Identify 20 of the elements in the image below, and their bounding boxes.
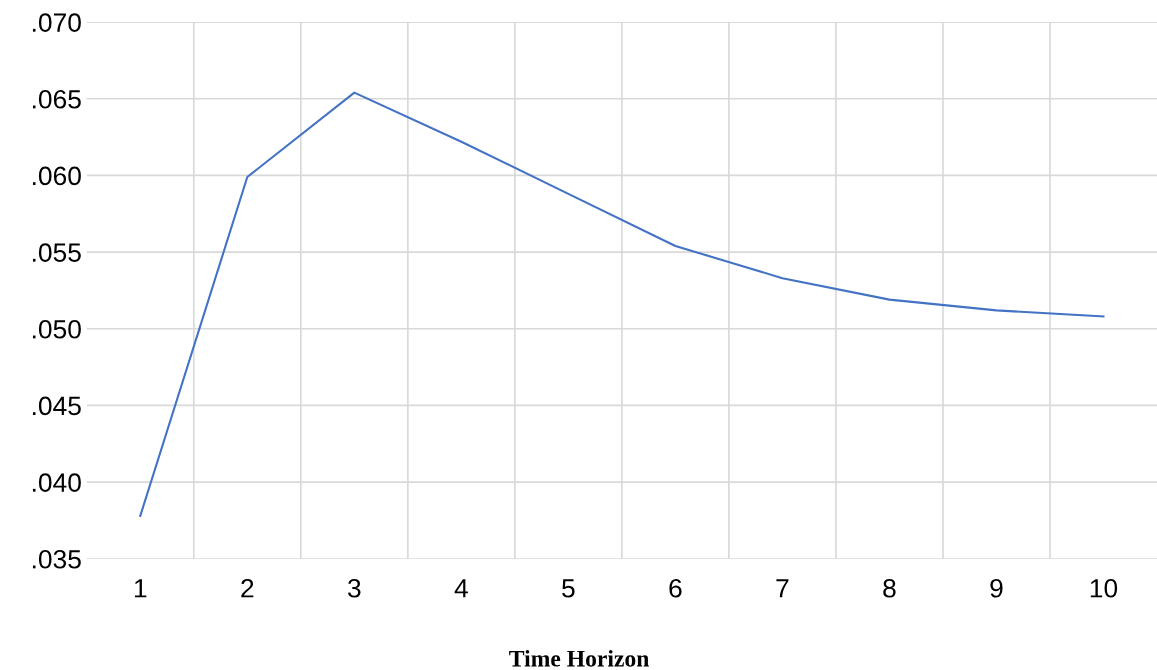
x-tick-label: 2 [241, 578, 254, 598]
y-tick-label: .070 [32, 13, 81, 32]
y-tick-label: .065 [32, 89, 81, 109]
y-tick-label: .045 [32, 396, 81, 416]
y-tick-label: .040 [32, 473, 81, 492]
y-tick-label: .060 [32, 166, 81, 186]
x-tick-label: 3 [348, 578, 361, 598]
x-tick-label: 7 [776, 579, 789, 598]
x-tick-label: 9 [990, 578, 1003, 598]
x-tick-label: 10 [1090, 578, 1118, 598]
y-tick-label: .050 [32, 319, 81, 339]
x-axis-title: Time Horizon [509, 650, 650, 667]
x-tick-label: 8 [883, 578, 896, 598]
y-tick-label: .055 [32, 243, 81, 262]
line-series [139, 91, 1105, 517]
x-tick-label: 6 [669, 578, 682, 598]
y-tick-label: .035 [32, 549, 81, 569]
x-tick-label: 5 [562, 579, 575, 598]
x-tick-label: 1 [134, 579, 147, 598]
x-tick-label: 4 [454, 579, 468, 598]
